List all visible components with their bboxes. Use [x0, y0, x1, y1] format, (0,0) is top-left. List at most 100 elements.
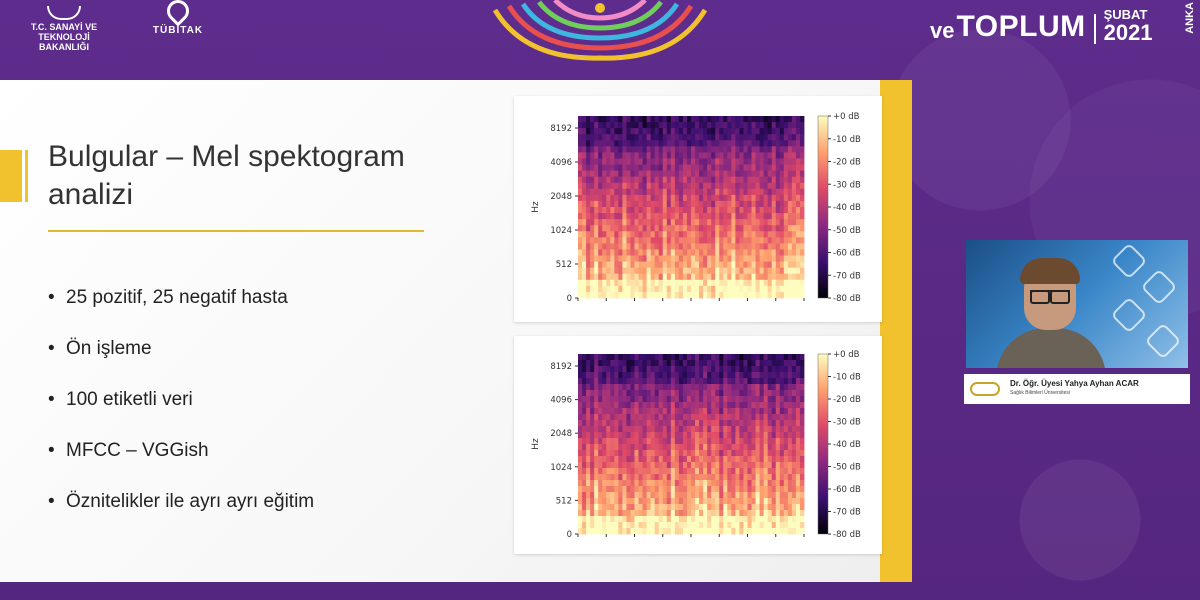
- spectrogram-cell: [610, 426, 615, 433]
- spectrogram-cell: [630, 146, 635, 153]
- spectrogram-cell: [739, 164, 744, 171]
- spectrogram-cell: [610, 444, 615, 451]
- spectrogram-cell: [682, 528, 688, 535]
- spectrogram-cell: [678, 516, 684, 523]
- spectrogram-cell: [787, 492, 793, 499]
- spectrogram-cell: [602, 261, 607, 269]
- spectrogram-cell: [719, 128, 724, 135]
- spectrogram-cell: [610, 255, 615, 262]
- spectrogram-cell: [763, 170, 769, 178]
- spectrogram-cell: [711, 291, 716, 299]
- spectrogram-cell: [634, 402, 639, 409]
- spectrogram-cell: [703, 116, 708, 123]
- spectrogram-cell: [626, 510, 631, 517]
- spectrogram-cell: [614, 200, 619, 208]
- spectrogram-cell: [787, 402, 793, 409]
- spectrogram-cell: [799, 249, 805, 256]
- spectrogram-cell: [747, 396, 752, 403]
- spectrogram-cell: [727, 378, 732, 385]
- spectrogram-cell: [727, 182, 732, 190]
- spectrogram-cell: [763, 194, 769, 202]
- spectrogram-cell: [795, 384, 801, 391]
- spectrogram-cell: [674, 188, 680, 196]
- spectrogram-cell: [711, 249, 716, 256]
- spectrogram-cell: [799, 291, 805, 299]
- spectrogram-cell: [767, 402, 773, 409]
- spectrogram-cell: [654, 432, 660, 439]
- spectrogram-cell: [634, 456, 639, 463]
- spectrogram-cell: [711, 285, 716, 293]
- spectrogram-cell: [795, 444, 801, 451]
- spectrogram-cell: [703, 480, 708, 487]
- spectrogram-cell: [590, 384, 595, 391]
- spectrogram-cell: [610, 237, 615, 244]
- spectrogram-cell: [670, 360, 676, 367]
- spectrogram-cell: [763, 116, 769, 123]
- spectrogram-cell: [743, 164, 748, 171]
- spectrogram-cell: [755, 450, 761, 457]
- spectrogram-cell: [618, 528, 623, 535]
- spectrogram-cell: [723, 504, 728, 511]
- spectrogram-cell: [674, 213, 680, 220]
- spectrogram-cell: [747, 444, 752, 451]
- spectrogram-cell: [598, 231, 603, 238]
- spectrogram-cell: [586, 360, 591, 367]
- spectrogram-cell: [715, 152, 720, 159]
- spectrogram-cell: [622, 504, 627, 511]
- spectrogram-cell: [662, 134, 668, 141]
- spectrogram-cell: [586, 182, 591, 190]
- spectrogram-cell: [662, 504, 668, 511]
- spectrogram-cell: [795, 402, 801, 409]
- spectrogram-cell: [727, 237, 732, 244]
- spectrogram-cell: [759, 384, 765, 391]
- spectrogram-cell: [743, 450, 748, 457]
- spectrogram-cell: [662, 267, 668, 275]
- spectrogram-cell: [594, 438, 599, 445]
- ministry-logo: T.C. SANAYİ VE TEKNOLOJİ BAKANLIĞI: [14, 6, 114, 52]
- spectrogram-cell: [662, 170, 668, 178]
- spectrogram-cell: [578, 378, 583, 385]
- spectrogram-cell: [602, 474, 607, 481]
- spectrogram-cell: [771, 291, 777, 299]
- spectrogram-cell: [606, 462, 611, 469]
- spectrogram-cell: [666, 444, 672, 451]
- spectrogram-cell: [642, 116, 648, 123]
- spectrogram-cell: [795, 219, 801, 226]
- spectrogram-cell: [586, 462, 591, 469]
- spectrogram-cell: [586, 528, 591, 535]
- spectrogram-cell: [606, 164, 611, 171]
- spectrogram-cell: [618, 231, 623, 238]
- spectrogram-cell: [775, 396, 781, 403]
- spectrogram-cell: [791, 360, 797, 367]
- spectrogram-cell: [771, 176, 777, 184]
- spectrogram-cell: [674, 122, 680, 129]
- spectrogram-cell: [618, 176, 623, 184]
- spectrogram-cell: [578, 396, 583, 403]
- speaker-name-tag: Dr. Öğr. Üyesi Yahya Ayhan ACAR Sağlık B…: [964, 374, 1190, 404]
- hexagon-shape: [1110, 242, 1148, 280]
- spectrogram-cell: [610, 378, 615, 385]
- spectrogram-cell: [759, 140, 765, 147]
- spectrogram-cell: [686, 146, 692, 153]
- spectrogram-cell: [590, 213, 595, 220]
- spectrogram-cell: [662, 225, 668, 232]
- spectrogram-cell: [682, 390, 688, 397]
- spectrogram-cell: [598, 213, 603, 220]
- spectrogram-cell: [727, 408, 732, 415]
- spectrogram-cell: [666, 450, 672, 457]
- spectrogram-cell: [638, 498, 643, 505]
- spectrogram-cell: [634, 249, 639, 256]
- spectrogram-cell: [727, 249, 732, 256]
- spectrogram-cell: [594, 237, 599, 244]
- spectrogram-cell: [666, 225, 672, 232]
- spectrogram-cell: [658, 225, 664, 232]
- spectrogram-cell: [634, 176, 639, 184]
- spectrogram-cell: [743, 426, 748, 433]
- spectrogram-cell: [578, 213, 583, 220]
- spectrogram-cell: [582, 176, 587, 184]
- spectrogram-cell: [727, 170, 732, 178]
- spectrogram-cell: [699, 390, 704, 397]
- spectrogram-cell: [747, 182, 752, 190]
- spectrogram-cell: [735, 291, 740, 299]
